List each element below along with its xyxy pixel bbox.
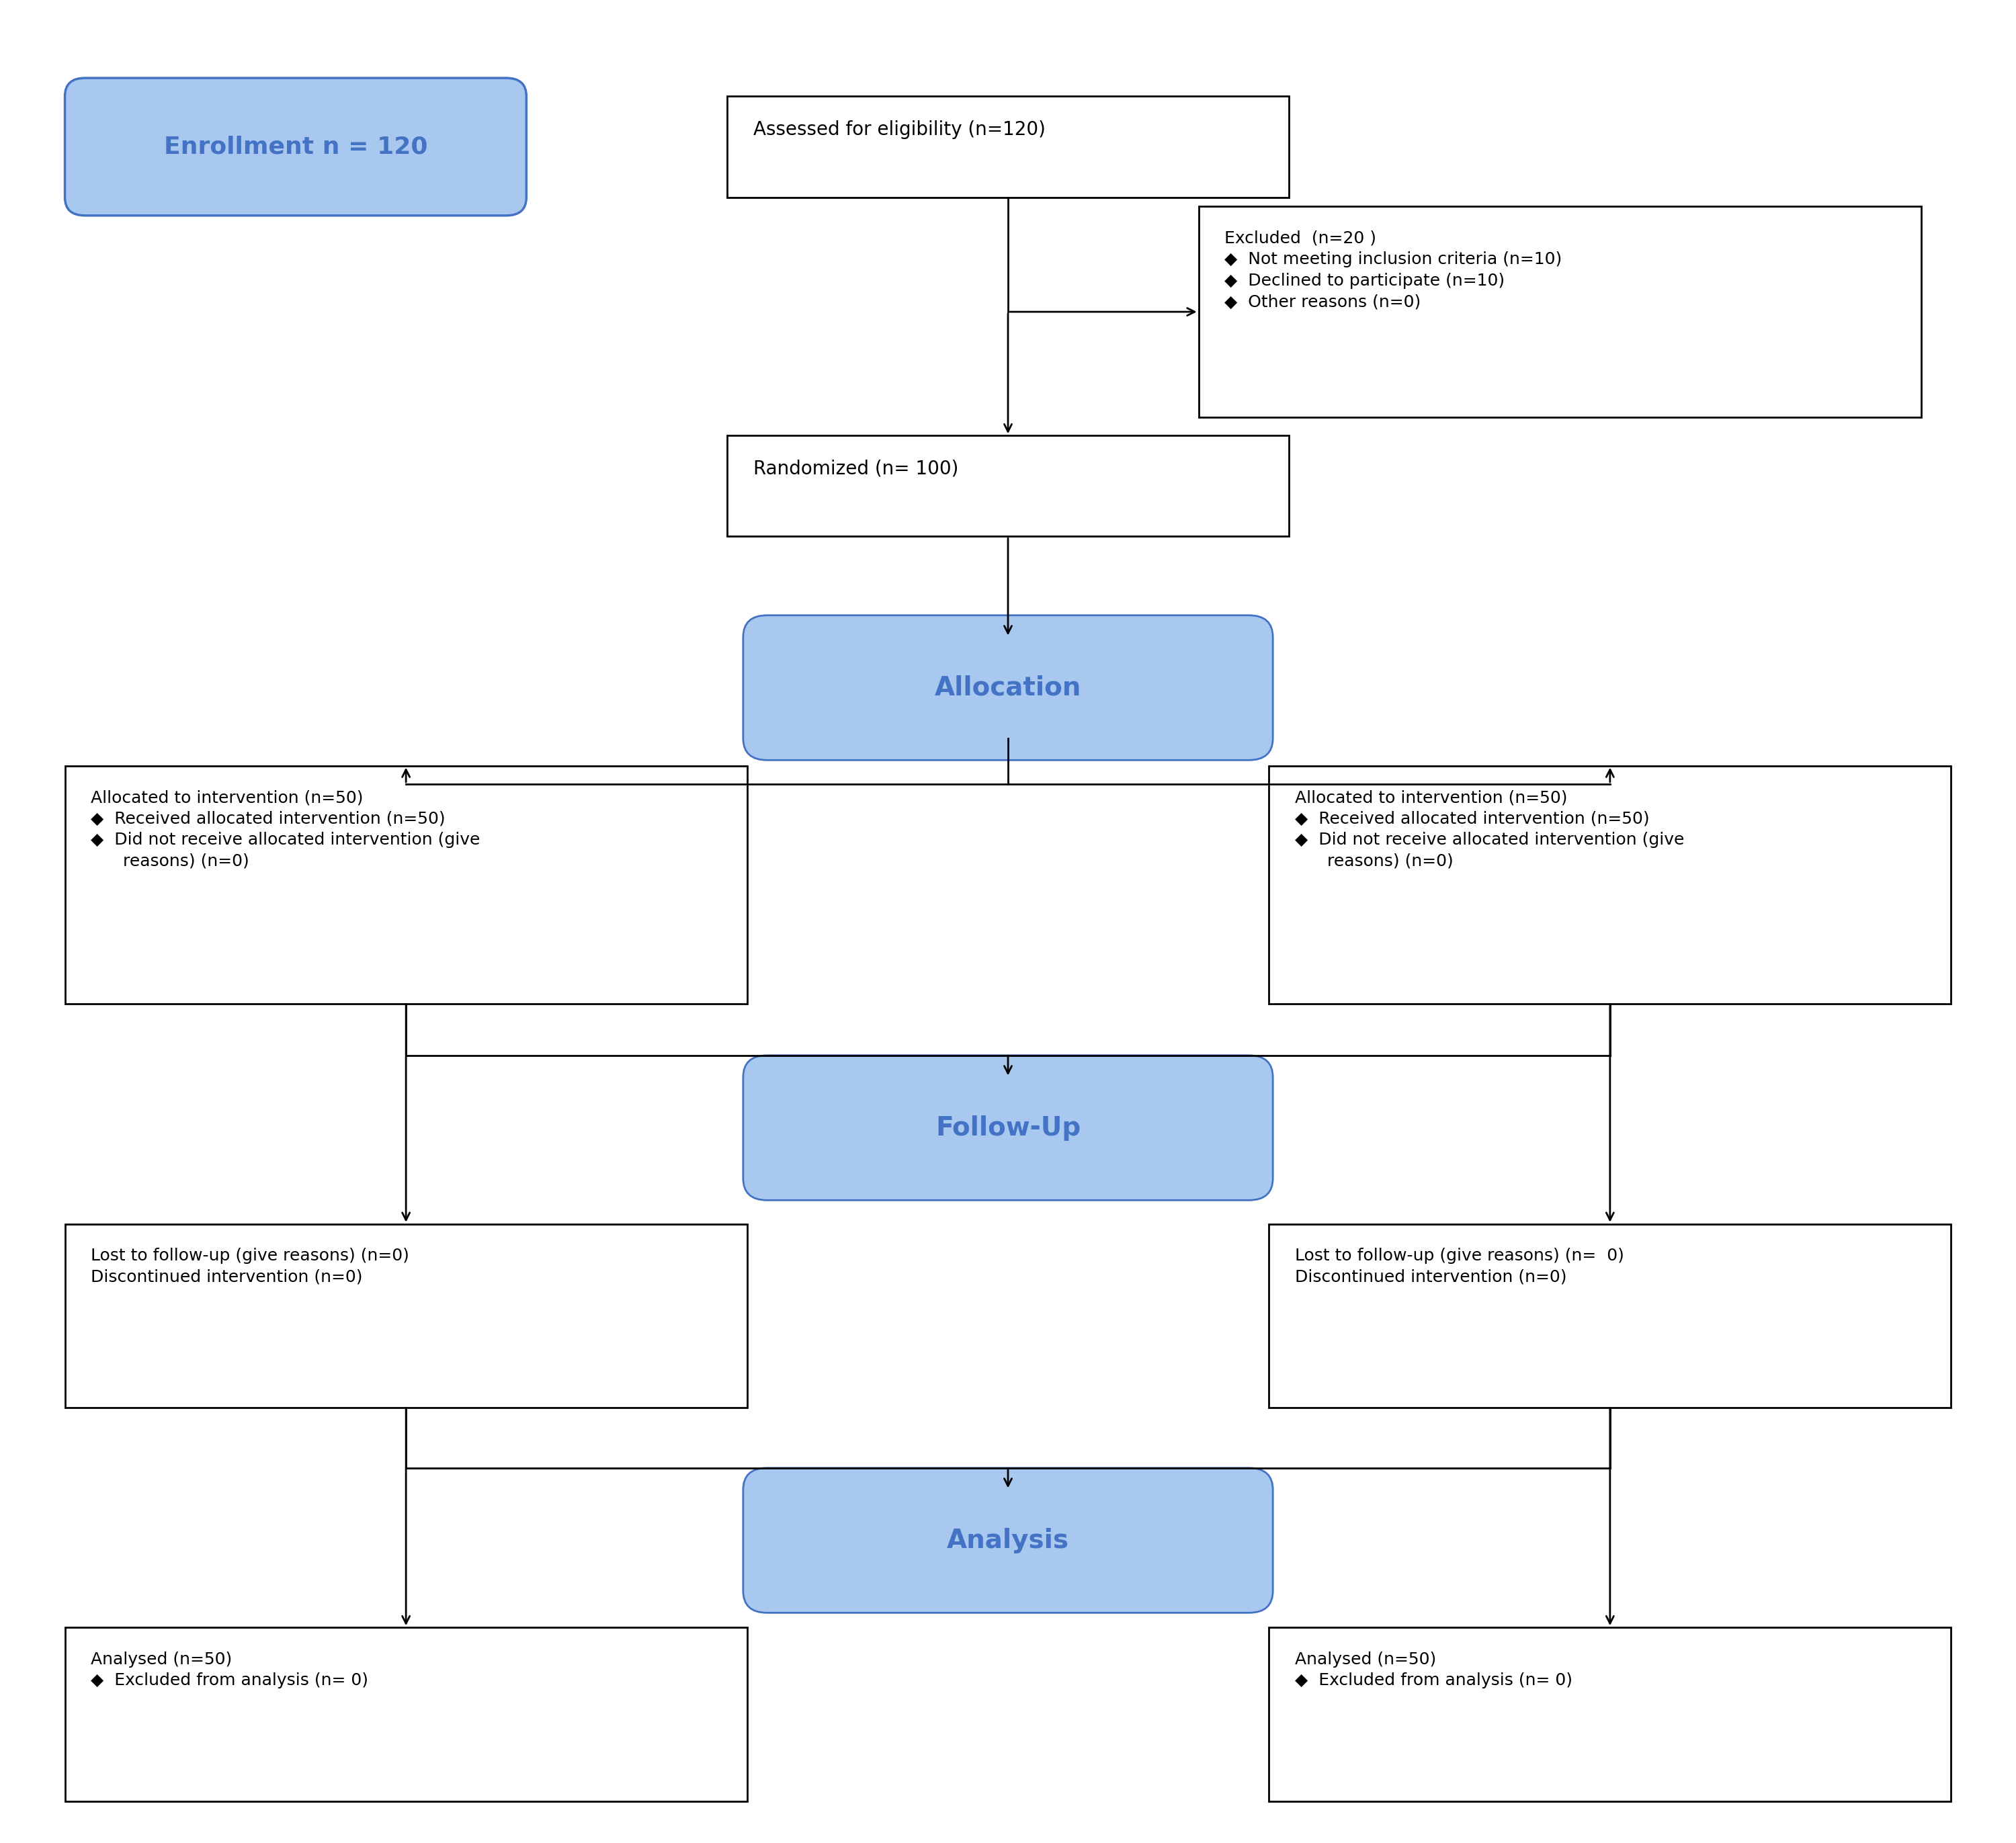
FancyBboxPatch shape — [65, 1224, 748, 1408]
FancyBboxPatch shape — [744, 1056, 1272, 1200]
FancyBboxPatch shape — [744, 616, 1272, 759]
Text: Allocated to intervention (n=50)
◆  Received allocated intervention (n=50)
◆  Di: Allocated to intervention (n=50) ◆ Recei… — [1294, 789, 1683, 870]
Text: Enrollment n = 120: Enrollment n = 120 — [163, 135, 427, 158]
Text: Lost to follow-up (give reasons) (n=  0)
Discontinued intervention (n=0): Lost to follow-up (give reasons) (n= 0) … — [1294, 1248, 1625, 1285]
Text: Assessed for eligibility (n=120): Assessed for eligibility (n=120) — [754, 120, 1046, 138]
FancyBboxPatch shape — [744, 1467, 1272, 1613]
Text: Allocation: Allocation — [935, 675, 1081, 700]
FancyBboxPatch shape — [65, 1627, 748, 1802]
Text: Follow-Up: Follow-Up — [935, 1115, 1081, 1141]
FancyBboxPatch shape — [728, 96, 1288, 197]
FancyBboxPatch shape — [65, 765, 748, 1004]
Text: Allocated to intervention (n=50)
◆  Received allocated intervention (n=50)
◆  Di: Allocated to intervention (n=50) ◆ Recei… — [91, 789, 480, 870]
Text: Analysis: Analysis — [948, 1528, 1068, 1554]
FancyBboxPatch shape — [65, 77, 526, 216]
FancyBboxPatch shape — [1268, 1627, 1951, 1802]
Text: Analysed (n=50)
◆  Excluded from analysis (n= 0): Analysed (n=50) ◆ Excluded from analysis… — [1294, 1651, 1572, 1688]
FancyBboxPatch shape — [1200, 206, 1921, 417]
Text: Excluded  (n=20 )
◆  Not meeting inclusion criteria (n=10)
◆  Declined to partic: Excluded (n=20 ) ◆ Not meeting inclusion… — [1224, 230, 1562, 310]
FancyBboxPatch shape — [1268, 1224, 1951, 1408]
Text: Randomized (n= 100): Randomized (n= 100) — [754, 459, 958, 477]
FancyBboxPatch shape — [728, 435, 1288, 536]
Text: Lost to follow-up (give reasons) (n=0)
Discontinued intervention (n=0): Lost to follow-up (give reasons) (n=0) D… — [91, 1248, 409, 1285]
Text: Analysed (n=50)
◆  Excluded from analysis (n= 0): Analysed (n=50) ◆ Excluded from analysis… — [91, 1651, 369, 1688]
FancyBboxPatch shape — [1268, 765, 1951, 1004]
